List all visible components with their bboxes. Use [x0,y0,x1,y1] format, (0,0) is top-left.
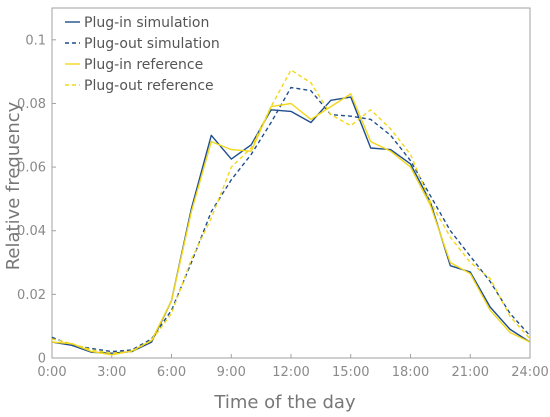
x-tick-label: 18:00 [392,365,429,380]
chart-legend: Plug-in simulation Plug-out simulation Plu… [65,15,220,94]
legend-label: Plug-out simulation [84,36,220,52]
y-tick-label: 0.08 [17,97,46,112]
y-axis-title: Relative frequency [3,101,24,270]
y-tick-label: 0.02 [17,288,46,303]
x-tick-label: 0:00 [37,365,66,380]
x-tick-label: 21:00 [452,365,489,380]
x-tick-label: 9:00 [217,365,246,380]
legend-label: Plug-in reference [84,57,203,73]
series-line-plug-in-reference [51,93,531,356]
x-axis-title: Time of the day [213,392,356,413]
y-tick-label: 0 [38,352,46,367]
y-tick-label: 0.04 [17,224,46,239]
y-tick-label: 0.06 [17,161,46,176]
y-tick-label: 0.1 [25,33,46,48]
legend-label: Plug-out reference [84,78,214,94]
series-line-plug-out-reference [51,69,531,354]
series-line-plug-in-simulation [51,96,531,354]
x-tick-label: 12:00 [272,365,309,380]
series-line-plug-out-simulation [51,86,531,353]
x-tick-label: 24:00 [511,365,548,380]
x-tick-label: 15:00 [332,365,369,380]
series-layer [51,69,531,356]
axes-layer: 0:00 3:00 6:00 9:00 12:00 15:00 18:00 21:00 24:0… [17,7,549,380]
legend-label: Plug-in simulation [84,15,209,31]
x-tick-label: 6:00 [157,365,186,380]
x-tick-label: 3:00 [97,365,126,380]
